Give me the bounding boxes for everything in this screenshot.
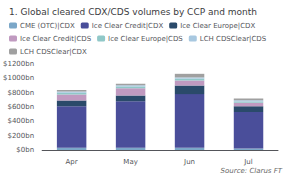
svg-text:Jun: Jun [183,158,195,166]
svg-text:$1200bn: $1200bn [3,60,34,68]
svg-text:LCH CDSClear|CDS: LCH CDSClear|CDS [200,35,267,43]
svg-text:Ice Clear Europe|CDX: Ice Clear Europe|CDX [180,22,255,30]
svg-text:$600bn: $600bn [7,103,34,111]
svg-text:CME (OTC)|CDX: CME (OTC)|CDX [20,22,75,30]
svg-text:Ice Clear Credit|CDX: Ice Clear Credit|CDX [92,22,164,30]
svg-text:1. Global cleared CDX/CDS volu: 1. Global cleared CDX/CDS volumes by CCP… [9,7,257,17]
svg-text:$1000bn: $1000bn [3,74,34,82]
svg-text:$0bn: $0bn [16,146,34,154]
svg-text:$400bn: $400bn [7,117,34,125]
svg-text:Ice Clear Credit|CDS: Ice Clear Credit|CDS [20,35,92,43]
svg-text:LCH CDSClear|CDX: LCH CDSClear|CDX [20,48,87,56]
svg-text:Source: Clarus FT: Source: Clarus FT [221,167,283,175]
svg-text:Jul: Jul [243,158,253,166]
svg-text:$200bn: $200bn [7,132,34,140]
svg-text:$800bn: $800bn [7,89,34,97]
svg-text:May: May [123,158,137,166]
svg-text:Ice Clear Europe|CDS: Ice Clear Europe|CDS [108,35,183,43]
svg-text:Apr: Apr [66,158,78,166]
